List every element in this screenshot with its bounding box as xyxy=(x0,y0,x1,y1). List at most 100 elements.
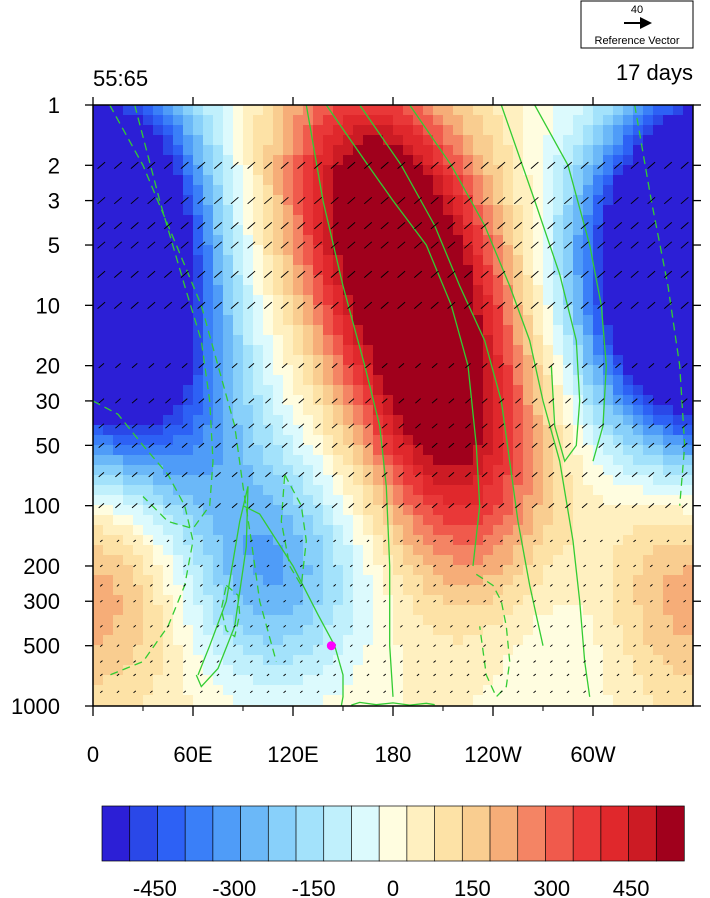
field-cell xyxy=(123,555,134,566)
field-cell xyxy=(523,175,534,186)
wind-vector xyxy=(448,398,455,404)
field-cell xyxy=(233,265,244,276)
field-cell xyxy=(93,335,104,346)
field-cell xyxy=(213,135,224,146)
field-cell xyxy=(633,185,644,196)
field-cell xyxy=(263,345,274,356)
wind-vector xyxy=(516,539,520,543)
field-cell xyxy=(443,195,454,206)
wind-vector xyxy=(316,624,320,628)
field-cell xyxy=(233,515,244,526)
field-cell xyxy=(563,405,574,416)
field-cell xyxy=(383,625,394,636)
field-cell xyxy=(373,225,384,236)
wind-vector xyxy=(165,442,171,448)
field-cell xyxy=(433,555,444,566)
field-cell xyxy=(373,395,384,406)
field-cell xyxy=(463,665,474,676)
field-cell xyxy=(133,475,144,486)
field-cell xyxy=(493,685,504,696)
field-cell xyxy=(523,345,534,356)
field-cell xyxy=(273,475,284,486)
wind-vector xyxy=(681,472,688,478)
field-cell xyxy=(633,105,644,116)
field-cell xyxy=(603,345,614,356)
field-cell xyxy=(663,295,674,306)
wind-vector xyxy=(148,442,155,448)
field-cell xyxy=(123,605,134,616)
wind-vector xyxy=(549,539,553,543)
wind-vector xyxy=(130,241,139,249)
field-cell xyxy=(683,225,693,236)
field-cell xyxy=(613,585,624,596)
field-cell xyxy=(243,205,254,216)
wind-vector xyxy=(665,472,671,478)
field-cell xyxy=(673,525,684,536)
field-cell xyxy=(553,485,564,496)
field-cell xyxy=(343,565,354,576)
field-cell xyxy=(643,395,654,406)
field-cell xyxy=(203,505,214,516)
field-cell xyxy=(593,425,604,436)
field-cell xyxy=(393,215,404,226)
wind-vector xyxy=(615,472,621,478)
field-cell xyxy=(543,615,554,626)
wind-vector xyxy=(199,624,203,628)
wind-vector xyxy=(431,398,438,404)
field-cell xyxy=(93,575,104,586)
field-cell xyxy=(423,665,434,676)
wind-vector xyxy=(180,241,189,249)
field-cell xyxy=(433,355,444,366)
wind-vector xyxy=(216,624,220,628)
field-cell xyxy=(153,255,164,266)
field-cell xyxy=(413,465,424,476)
field-cell xyxy=(283,395,294,406)
field-cell xyxy=(613,665,624,676)
field-cell xyxy=(103,645,114,656)
field-cell xyxy=(383,615,394,626)
field-cell xyxy=(453,615,464,626)
field-cell xyxy=(633,415,644,426)
field-cell xyxy=(353,565,364,576)
field-cell xyxy=(563,425,574,436)
field-cell xyxy=(433,475,444,486)
field-cell xyxy=(523,625,534,636)
field-cell xyxy=(243,235,254,246)
wind-vector xyxy=(348,363,355,369)
field-cell xyxy=(173,365,184,376)
field-cell xyxy=(293,655,304,666)
field-cell xyxy=(243,335,254,346)
field-cell xyxy=(403,655,414,666)
field-cell xyxy=(393,635,404,646)
field-cell xyxy=(453,675,464,686)
field-cell xyxy=(533,415,544,426)
field-cell xyxy=(113,615,124,626)
field-cell xyxy=(263,525,274,536)
field-cell xyxy=(583,505,594,516)
field-cell xyxy=(593,695,604,706)
field-cell xyxy=(283,135,294,146)
field-cell xyxy=(163,375,174,386)
wind-vector xyxy=(247,301,256,309)
field-cell xyxy=(673,645,684,656)
field-cell xyxy=(683,325,693,336)
field-cell xyxy=(543,605,554,616)
field-cell xyxy=(653,635,664,646)
field-cell xyxy=(253,455,264,466)
field-cell xyxy=(183,635,194,646)
field-cell xyxy=(453,345,464,356)
field-cell xyxy=(593,205,604,216)
field-cell xyxy=(363,525,374,536)
field-cell xyxy=(93,545,104,556)
field-cell xyxy=(303,615,314,626)
field-cell xyxy=(603,535,614,546)
wind-vector xyxy=(465,503,471,509)
field-cell xyxy=(153,315,164,326)
field-cell xyxy=(263,595,274,606)
field-cell xyxy=(543,245,554,256)
field-cell xyxy=(453,315,464,326)
field-cell xyxy=(393,515,404,526)
field-cell xyxy=(533,355,544,366)
field-cell xyxy=(483,565,494,576)
field-cell xyxy=(453,255,464,266)
